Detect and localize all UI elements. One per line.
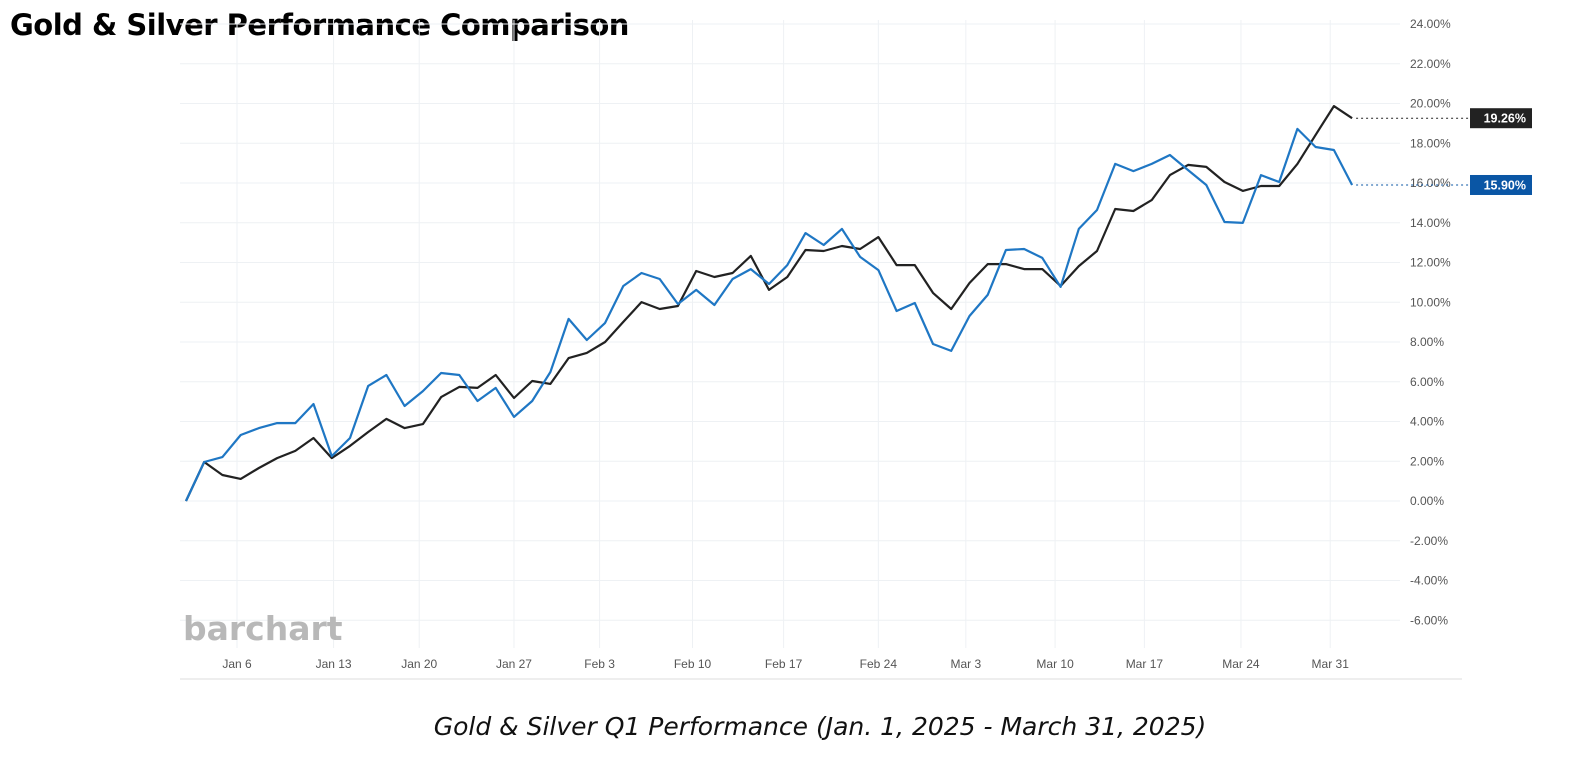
last-value-label: 19.26% — [1484, 112, 1526, 126]
x-tick-label: Feb 24 — [860, 657, 898, 671]
x-tick-label: Mar 17 — [1126, 657, 1164, 671]
y-tick-label: 8.00% — [1410, 335, 1444, 349]
y-tick-label: -6.00% — [1410, 613, 1448, 627]
x-tick-label: Jan 27 — [496, 657, 532, 671]
y-tick-label: 18.00% — [1410, 136, 1451, 150]
last-value-badge — [1470, 108, 1532, 129]
y-tick-label: 14.00% — [1410, 216, 1451, 230]
y-tick-label: 10.00% — [1410, 295, 1451, 309]
y-tick-label: 0.00% — [1410, 494, 1444, 508]
y-tick-label: 22.00% — [1410, 57, 1451, 71]
y-tick-label: -4.00% — [1410, 574, 1448, 588]
y-axis: -6.00% -4.00% -2.00% 0.00% 2.00% 4.00% 6.00% 8.… — [1410, 17, 1451, 627]
y-tick-label: -2.00% — [1410, 534, 1448, 548]
x-tick-label: Mar 31 — [1312, 657, 1350, 671]
x-axis: Jan 6 Jan 13 Jan 20 Jan 27 Feb 3 Feb 10 Feb 17… — [180, 657, 1462, 680]
y-tick-label: 12.00% — [1410, 256, 1451, 270]
y-tick-label: 2.00% — [1410, 454, 1444, 468]
last-value-label: 15.90% — [1484, 178, 1526, 192]
x-tick-label: Mar 10 — [1036, 657, 1074, 671]
x-tick-label: Jan 6 — [222, 657, 252, 671]
y-tick-label: 4.00% — [1410, 415, 1444, 429]
series-lines — [185, 104, 1354, 502]
x-tick-label: Feb 10 — [674, 657, 712, 671]
x-tick-label: Feb 3 — [584, 657, 615, 671]
grid — [180, 20, 1400, 648]
y-tick-label: 6.00% — [1410, 375, 1444, 389]
barchart-watermark: barchart — [183, 609, 343, 648]
x-tick-label: Feb 17 — [765, 657, 803, 671]
chart-caption: Gold & Silver Q1 Performance (Jan. 1, 20… — [433, 712, 1207, 741]
chart-title: Gold & Silver Performance Comparison — [10, 8, 629, 42]
x-tick-label: Mar 3 — [950, 657, 981, 671]
x-tick-label: Jan 13 — [316, 657, 352, 671]
series-line-1 — [185, 127, 1354, 502]
y-tick-label: 24.00% — [1410, 17, 1451, 31]
last-value-labels: 19.26% 15.90% — [1356, 108, 1532, 195]
x-tick-label: Mar 24 — [1222, 657, 1260, 671]
y-tick-label: 20.00% — [1410, 97, 1451, 111]
x-tick-label: Jan 20 — [401, 657, 437, 671]
last-value-badge — [1470, 174, 1532, 195]
y-tick-label: 16.00% — [1410, 176, 1451, 190]
series-line-0 — [185, 104, 1353, 502]
